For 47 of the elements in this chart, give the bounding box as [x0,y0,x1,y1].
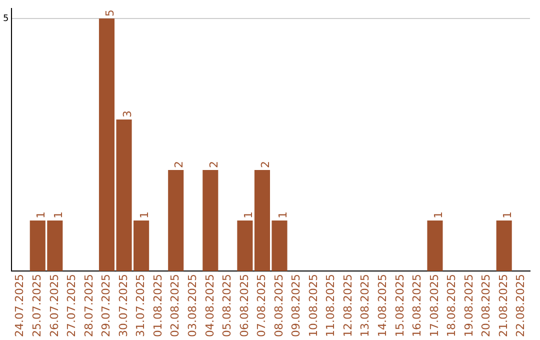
data-label: 1 [242,212,255,219]
x-tick-label: 28.07.2025 [82,274,96,338]
bar [496,220,512,272]
x-tick-label: 10.08.2025 [306,274,320,338]
x-tick-label: 20.08.2025 [480,274,493,338]
x-tick-label: 07.08.2025 [255,274,268,338]
data-label: 2 [207,161,220,168]
data-label: 1 [138,212,152,219]
x-tick-label: 13.08.2025 [358,274,372,338]
x-tick-label: 26.07.2025 [48,274,61,338]
bar [168,170,184,272]
x-tick-label: 06.08.2025 [238,274,251,338]
data-label: 3 [120,110,134,118]
data-label: 1 [34,212,48,219]
x-tick-label: 30.07.2025 [116,274,130,338]
x-tick-label: 18.08.2025 [445,274,458,338]
x-tick-label: 29.07.2025 [100,274,113,338]
x-tick-label: 15.08.2025 [393,274,406,338]
x-tick-label: 01.08.2025 [151,274,164,338]
x-tick-label: 17.08.2025 [428,274,441,338]
x-tick-label: 31.07.2025 [134,274,148,338]
x-tick-label: 19.08.2025 [462,274,476,338]
data-label: 1 [432,212,445,219]
x-tick-label: 21.08.2025 [496,274,510,338]
bar [427,220,443,272]
x-tick-label: 02.08.2025 [168,274,182,338]
x-tick-label: 24.07.2025 [13,274,26,338]
x-tick-label: 16.08.2025 [410,274,424,338]
x-tick-label: 04.08.2025 [203,274,216,338]
x-tick-label: 14.08.2025 [376,274,390,338]
x-tick-label: 25.07.2025 [30,274,44,338]
data-label: 1 [276,212,290,219]
x-tick-label: 11.08.2025 [324,274,338,338]
bar [237,220,253,272]
x-tick-label: 09.08.2025 [290,274,303,338]
bar [202,170,218,272]
x-tick-label: 05.08.2025 [220,274,234,338]
x-tick-label: 12.08.2025 [341,274,354,338]
x-tick-label: 08.08.2025 [272,274,286,338]
x-tick-label: 03.08.2025 [186,274,199,338]
x-tick-label: 27.07.2025 [65,274,78,338]
data-label: 2 [172,161,186,168]
data-label: 2 [259,161,272,168]
data-label: 5 [104,10,117,16]
x-tick-label: 22.08.2025 [514,274,528,338]
data-label: 1 [500,212,514,219]
data-label: 1 [52,212,65,219]
